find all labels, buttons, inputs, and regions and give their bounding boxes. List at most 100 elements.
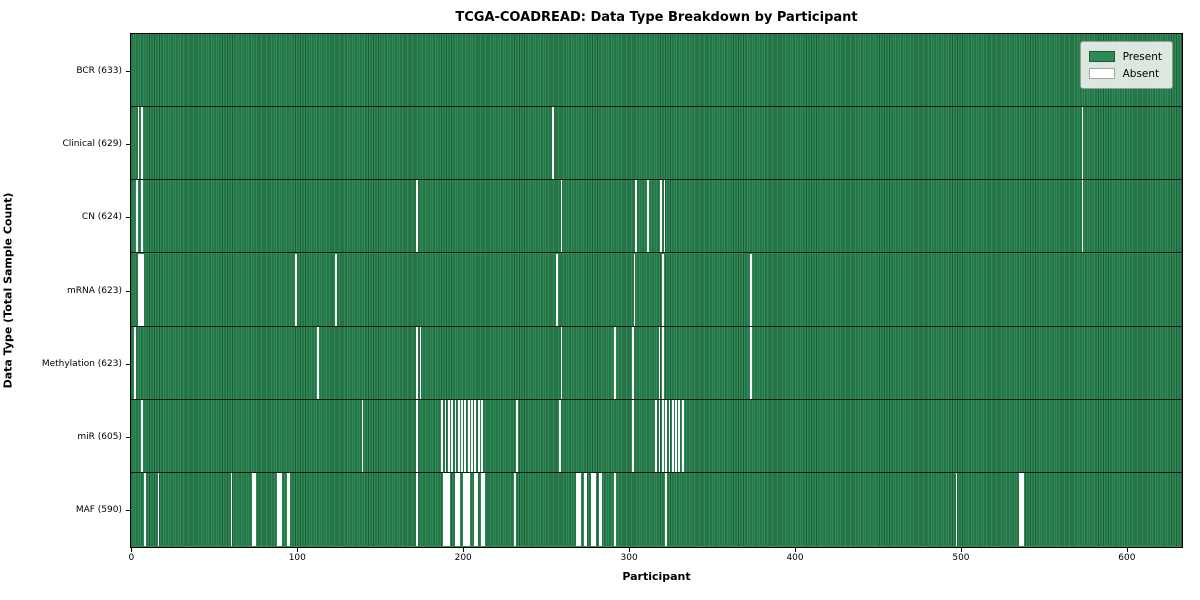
absent-stripe	[451, 399, 453, 472]
legend-label-absent: Absent	[1122, 67, 1160, 80]
x-axis-label: Participant	[622, 570, 691, 583]
y-axis-label: Data Type (Total Sample Count)	[1, 192, 15, 389]
absent-stripe	[598, 473, 601, 547]
absent-stripe	[295, 253, 298, 326]
heatmap-row-mir	[131, 399, 1182, 473]
absent-stripe	[477, 399, 480, 472]
absent-stripe	[280, 473, 283, 547]
absent-stripe	[474, 399, 477, 472]
absent-stripe	[416, 326, 419, 399]
absent-stripe	[675, 399, 677, 472]
y-tick-label-mir: miR (605)	[77, 431, 122, 442]
absent-stripe	[559, 399, 561, 472]
absent-stripe	[139, 253, 142, 326]
absent-stripe	[361, 399, 364, 472]
y-tick-mark	[126, 144, 130, 146]
absent-stripe	[663, 180, 666, 253]
absent-stripe	[575, 473, 578, 547]
absent-stripe	[461, 399, 463, 472]
absent-stripe	[464, 473, 467, 547]
absent-stripe	[668, 399, 671, 472]
x-tick-mark	[629, 548, 631, 552]
x-tick-mark	[795, 548, 797, 552]
absent-stripe	[140, 399, 143, 472]
absent-stripe	[661, 399, 664, 472]
absent-stripe	[454, 473, 457, 547]
absent-stripe	[658, 399, 661, 472]
absent-stripe	[749, 253, 752, 326]
absent-stripe	[454, 399, 457, 472]
absent-stripe	[157, 473, 160, 547]
y-tick-mark	[126, 510, 130, 511]
absent-stripe	[441, 399, 444, 472]
absent-stripe	[447, 473, 450, 547]
absent-stripe	[600, 473, 603, 547]
y-tick-label-cn: CN (624)	[81, 212, 122, 223]
absent-stripe	[137, 107, 140, 180]
absent-stripe	[335, 253, 337, 326]
absent-stripe	[444, 473, 447, 547]
absent-stripe	[1018, 473, 1021, 547]
absent-stripe	[464, 399, 467, 472]
absent-stripe	[447, 399, 450, 472]
absent-stripe	[252, 473, 254, 547]
absent-stripe	[560, 180, 563, 253]
absent-stripe	[467, 399, 470, 472]
absent-stripe	[514, 473, 517, 547]
absent-stripe	[665, 473, 668, 547]
y-tick-mark	[126, 363, 130, 365]
heatmap-row-clinical	[131, 107, 1182, 181]
absent-stripe	[140, 107, 143, 180]
absent-stripe	[635, 180, 638, 253]
absent-stripe	[476, 473, 478, 547]
y-tick-label-bcr: BCR (633)	[76, 65, 122, 76]
absent-stripe	[632, 399, 634, 472]
x-tick-label: 0	[128, 553, 135, 563]
absent-stripe	[552, 107, 555, 180]
absent-stripe	[446, 473, 449, 547]
absent-stripe	[749, 326, 752, 399]
absent-stripe	[471, 399, 473, 472]
y-tick-mark	[126, 217, 130, 219]
absent-stripe	[955, 473, 958, 547]
absent-stripe	[230, 473, 233, 547]
heatmap-row-mrna	[131, 253, 1182, 327]
absent-stripe	[144, 473, 147, 547]
absent-stripe	[142, 253, 145, 326]
absent-stripe	[467, 473, 470, 547]
x-tick-label: 100	[288, 553, 306, 563]
y-tick-label-clinical: Clinical (629)	[62, 139, 122, 150]
absent-stripe	[681, 399, 684, 472]
y-tick-label-maf: MAF (590)	[75, 505, 122, 515]
absent-stripe	[288, 473, 291, 547]
y-tick-label-mrna: mRNA (623)	[67, 285, 122, 296]
absent-stripe	[137, 253, 140, 326]
x-tick-mark	[463, 548, 465, 552]
absent-stripe	[660, 180, 663, 253]
legend-item-absent: Absent	[1088, 65, 1162, 82]
absent-stripe	[466, 473, 468, 547]
absent-stripe	[661, 253, 664, 326]
absent-stripe	[583, 473, 586, 547]
absent-stripe	[665, 399, 668, 472]
heatmap-row-cn	[131, 180, 1182, 254]
heatmap-row-bcr	[131, 34, 1182, 108]
absent-stripe	[592, 473, 595, 547]
absent-stripe	[578, 473, 581, 547]
x-tick-label: 500	[952, 553, 970, 563]
x-tick-label: 600	[1118, 553, 1136, 563]
absent-stripe	[444, 399, 447, 472]
heatmap-row-maf	[131, 473, 1182, 547]
absent-stripe	[560, 326, 563, 399]
absent-stripe	[593, 473, 596, 547]
absent-stripe	[253, 473, 256, 547]
absent-stripe	[577, 473, 580, 547]
legend-label-present: Present	[1122, 50, 1162, 63]
absent-stripe	[590, 473, 593, 547]
heatmap-row-methylation	[131, 326, 1182, 400]
absent-stripe	[416, 180, 419, 253]
y-tick-label-methylation: Methylation (623)	[41, 358, 122, 369]
absent-stripe	[658, 326, 661, 399]
absent-stripe	[515, 399, 518, 472]
